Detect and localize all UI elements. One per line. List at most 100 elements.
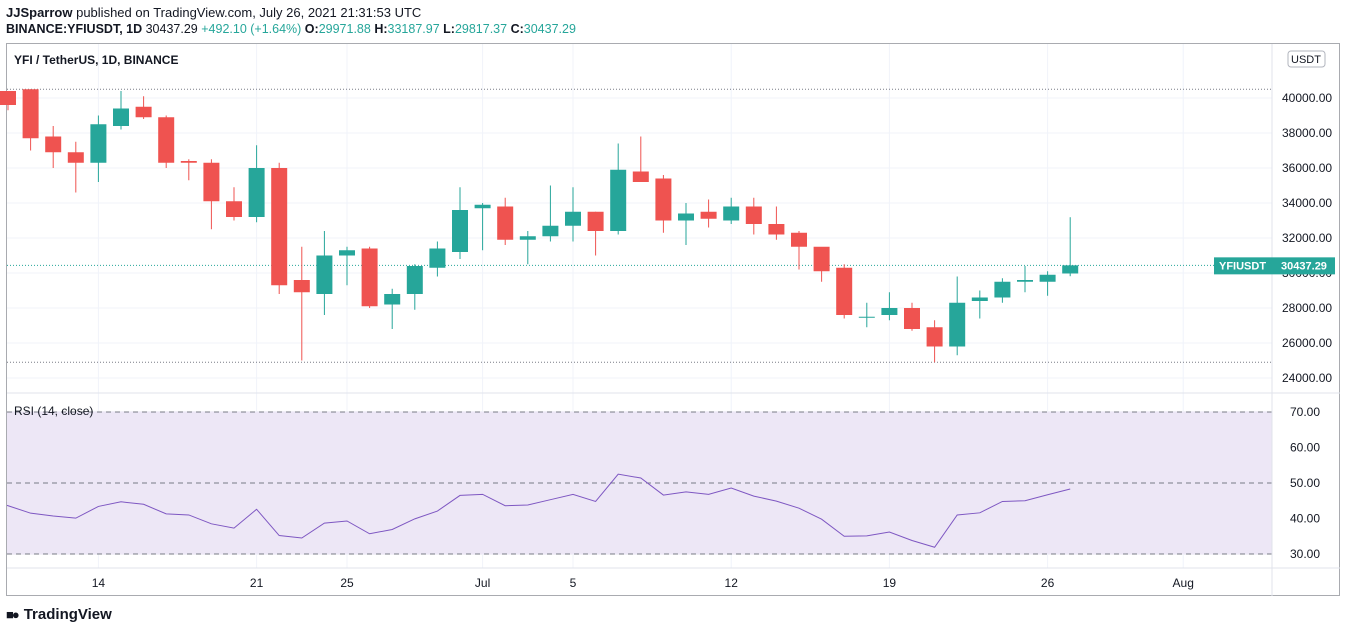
last-price-badge [1273, 257, 1335, 275]
candle-body [632, 171, 649, 182]
candle-body [203, 162, 220, 202]
low-value: 29817.37 [454, 22, 508, 36]
tv-logo-icon: ■● [6, 607, 20, 622]
candle-body [587, 211, 604, 231]
candle-body [316, 255, 333, 294]
rsi-levels [7, 411, 1272, 555]
candle-body [90, 124, 107, 163]
candles [0, 89, 1079, 363]
open-label: O: [304, 22, 319, 36]
high-label: H: [374, 22, 388, 36]
candle-body [813, 246, 830, 272]
x-tick-label: 21 [250, 576, 264, 590]
publish-date: published on TradingView.com, July 26, 2… [72, 5, 422, 20]
candle-body [0, 91, 16, 105]
y-tick-label: 24000.00 [1282, 371, 1332, 385]
rsi-line [6, 473, 1071, 548]
rsi-label[interactable]: RSI (14, close) [14, 404, 93, 418]
candle-body [904, 308, 920, 329]
candle-body [271, 168, 288, 286]
candle-body [678, 213, 694, 221]
symbol-price-badge-text: YFIUSDT [1219, 260, 1266, 272]
close-value: 30437.29 [523, 22, 576, 36]
y-tick-label: 36000.00 [1282, 161, 1332, 175]
y-tick-label: 34000.00 [1282, 196, 1332, 210]
candle-body [361, 248, 378, 307]
candle-body [180, 161, 197, 163]
candle-body [474, 204, 491, 209]
rsi-tick-label: 40.00 [1290, 512, 1320, 526]
y-tick-label: 26000.00 [1282, 336, 1332, 350]
x-tick-label: 26 [1041, 576, 1055, 590]
chart-frame [6, 43, 1340, 596]
x-tick-label: Aug [1173, 576, 1194, 590]
x-tick-label: 25 [340, 576, 354, 590]
x-tick-label: 19 [883, 576, 897, 590]
symbol-label: BINANCE:YFIUSDT, 1D [6, 22, 143, 36]
x-tick-label: 5 [570, 576, 577, 590]
candle-body [67, 152, 84, 163]
candle-body [700, 211, 717, 219]
last-price-badge-text: 30437.29 [1281, 260, 1327, 272]
candle-body [293, 280, 310, 293]
chart-title: YFI / TetherUS, 1D, BINANCE [14, 53, 178, 67]
candle-body [971, 297, 988, 301]
candle-body [45, 136, 62, 153]
candle-body [452, 210, 468, 252]
candle-body [22, 89, 39, 139]
y-tick-label: 28000.00 [1282, 301, 1332, 315]
y-tick-label: 40000.00 [1282, 91, 1332, 105]
rsi-axis[interactable]: 30.00 40.00 50.00 60.00 70.00 [1290, 405, 1320, 561]
candle-body [836, 267, 853, 315]
symbol-price-badge [1214, 257, 1273, 275]
close-label: C: [510, 22, 524, 36]
high-value: 33187.97 [387, 22, 440, 36]
currency-badge-text: USDT [1291, 54, 1321, 66]
candle-body [1017, 280, 1033, 282]
candle-body [384, 294, 401, 305]
candle-body [881, 308, 898, 315]
rsi-tick-label: 60.00 [1290, 441, 1320, 455]
x-tick-label: Jul [475, 576, 490, 590]
candle-body [135, 106, 152, 118]
candle-body [745, 206, 762, 224]
y-tick-label: 38000.00 [1282, 126, 1332, 140]
candle-body [655, 178, 672, 221]
candle-body [949, 302, 966, 347]
open-value: 29971.88 [318, 22, 371, 36]
rsi-tick-label: 50.00 [1290, 476, 1320, 490]
candle-body [1039, 274, 1056, 282]
candle-body [994, 281, 1011, 298]
candle-body [406, 266, 423, 294]
candle-body [1062, 265, 1079, 274]
tradingview-logo[interactable]: ■● TradingView [6, 606, 112, 623]
grid-lines [7, 44, 1272, 568]
candle-body [610, 169, 627, 231]
candle-body [497, 206, 514, 240]
x-tick-label: 12 [725, 576, 739, 590]
candle-body [158, 117, 175, 163]
candle-body [768, 224, 785, 235]
candle-body [429, 248, 446, 268]
candle-body [226, 201, 242, 217]
rsi-tick-label: 30.00 [1290, 547, 1320, 561]
y-tick-label: 32000.00 [1282, 231, 1332, 245]
price-change: +492.10 (+1.64%) [201, 22, 302, 36]
logo-text: TradingView [23, 606, 112, 623]
candle-body [565, 211, 581, 226]
candle-body [791, 232, 807, 247]
x-tick-label: 14 [92, 576, 106, 590]
candle-body [339, 250, 355, 256]
candle-body [113, 108, 129, 126]
time-axis[interactable]: 14 21 25 Jul 5 12 19 26 Aug [92, 576, 1194, 590]
price-axis[interactable]: 24000.0026000.0028000.0030000.0032000.00… [1282, 91, 1332, 385]
candle-body [519, 236, 536, 240]
currency-badge[interactable] [1287, 50, 1326, 68]
candle-body [926, 327, 943, 347]
low-label: L: [443, 22, 455, 36]
candle-body [248, 168, 265, 217]
author-name[interactable]: JJSparrow [6, 5, 73, 20]
candle-body [542, 225, 559, 237]
last-price: 30437.29 [145, 22, 198, 36]
